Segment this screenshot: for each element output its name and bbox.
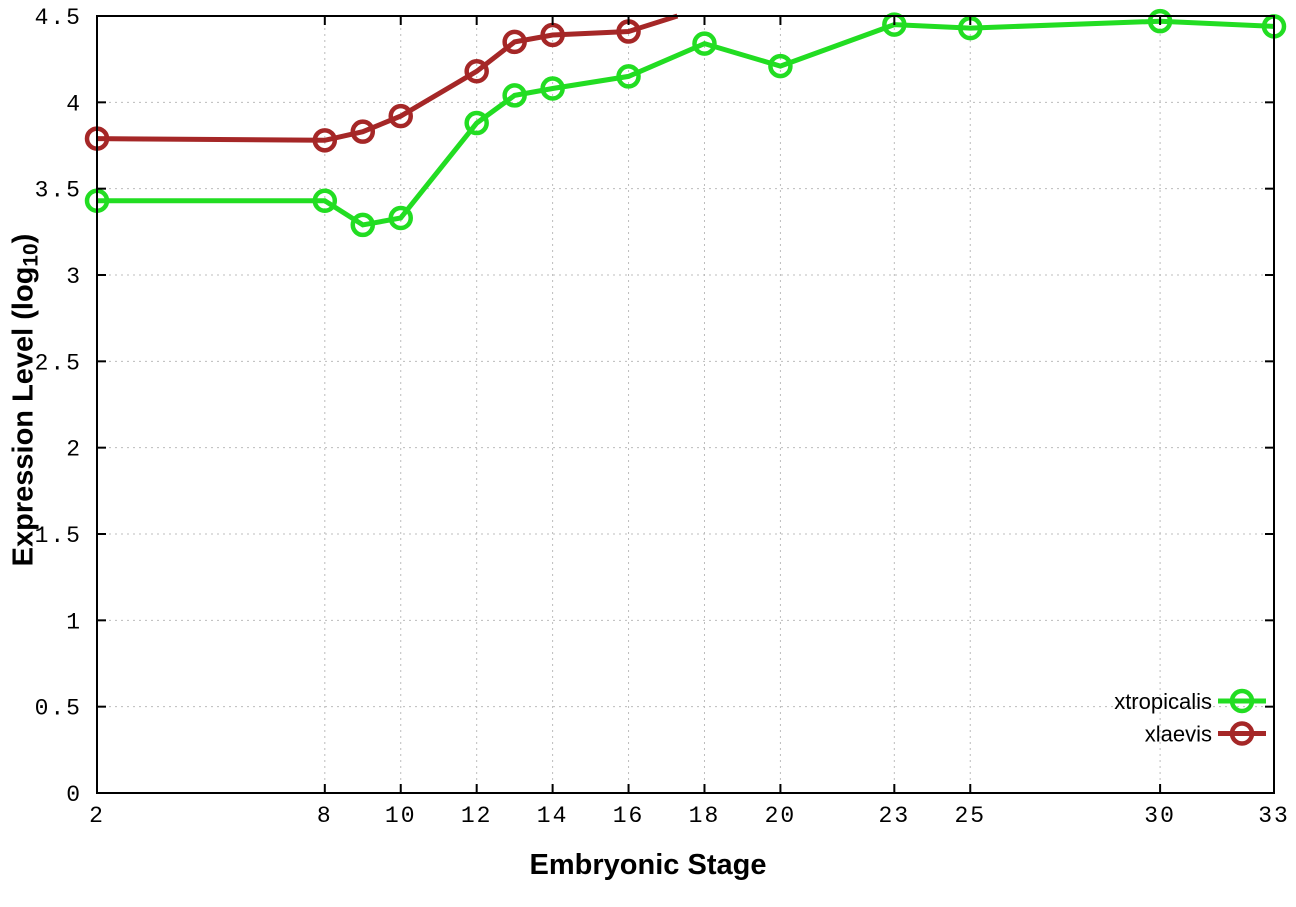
y-tick-label: 3.5 [35, 178, 82, 204]
y-tick-label: 3 [66, 264, 82, 290]
data-point-marker-xlaevis [312, 128, 338, 153]
data-point-marker-xtropicalis [464, 110, 489, 136]
y-axis-title-close: ) [7, 233, 40, 244]
data-point-marker-xtropicalis [350, 212, 376, 238]
legend-label-xtropicalis: xtropicalis [1114, 689, 1212, 714]
y-tick-label: 0 [66, 782, 82, 808]
plot-border [96, 15, 1275, 794]
data-point-marker-xlaevis [388, 103, 413, 129]
legend-label-xlaevis: xlaevis [1145, 722, 1212, 747]
legend-marker-xlaevis [1229, 721, 1255, 746]
x-tick-label: 16 [613, 803, 645, 829]
tick-labels: 2 8 10 12 14 16 18 20 23 25 30 33 0 0.5 1 1.5 2 2.5 3 3.5 4 4… [35, 5, 1290, 829]
data-point-marker-xlaevis [350, 119, 376, 144]
x-tick-label: 20 [765, 803, 797, 829]
y-tick-label: 0.5 [35, 696, 82, 722]
data-point-marker-xlaevis [464, 59, 489, 84]
data-point-marker-xtropicalis [1147, 8, 1173, 34]
data-point-marker-xtropicalis [540, 76, 565, 101]
y-tick-label: 2 [66, 437, 82, 463]
x-tick-label: 14 [537, 803, 569, 829]
data-point-marker-xtropicalis [616, 64, 641, 89]
y-tick-label: 4.5 [35, 5, 82, 31]
y-axis-title: Expression Level (log10) [7, 233, 43, 567]
x-tick-label: 25 [954, 803, 986, 829]
data-point-marker-xtropicalis [502, 83, 527, 108]
x-tick-label: 23 [879, 803, 911, 829]
series-line-xlaevis [96, 13, 679, 143]
data-point-marker-xtropicalis [388, 205, 413, 231]
y-axis-title-text: Expression Level (log [7, 266, 40, 567]
x-tick-label: 30 [1144, 803, 1176, 829]
x-axis-title: Embryonic Stage [529, 849, 767, 881]
x-tick-label: 12 [461, 803, 493, 829]
legend: xtropicalis xlaevis [1114, 688, 1266, 747]
series-xlaevis [84, 13, 679, 153]
x-tick-label: 2 [89, 803, 105, 829]
x-tick-label: 10 [385, 803, 417, 829]
data-point-marker-xtropicalis [768, 53, 793, 79]
series-xtropicalis [84, 8, 1287, 238]
border-rect [96, 15, 1275, 794]
legend-marker-xtropicalis [1229, 688, 1255, 714]
data-point-marker-xlaevis [502, 29, 527, 55]
series-line-xtropicalis [97, 18, 1275, 228]
x-tick-label: 33 [1258, 803, 1290, 829]
y-axis-title-subscript: 10 [19, 243, 43, 267]
data-point-marker-xtropicalis [312, 188, 338, 214]
y-tick-label: 4 [66, 91, 82, 117]
x-tick-label: 18 [689, 803, 721, 829]
y-tick-label: 1.5 [35, 523, 82, 549]
x-tick-label: 8 [317, 803, 333, 829]
y-tick-label: 1 [66, 609, 82, 635]
data-point-marker-xtropicalis [692, 31, 717, 56]
y-tick-label: 2.5 [35, 350, 82, 376]
data-point-marker-xtropicalis [882, 12, 907, 37]
grid [96, 15, 1275, 794]
